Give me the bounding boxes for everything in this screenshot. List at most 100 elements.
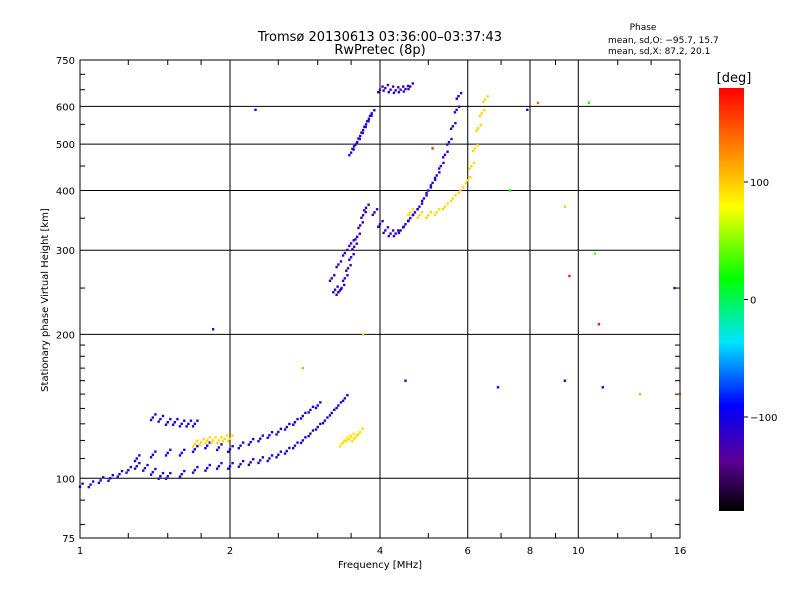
x-tick-label: 1 (77, 546, 83, 557)
data-point (382, 231, 385, 235)
data-point (355, 235, 359, 239)
y-tick-label: 200 (56, 330, 75, 341)
colorbar-ticks: 100 0 −100 (744, 178, 777, 424)
data-point (261, 434, 265, 437)
data-point (587, 101, 591, 105)
data-point (451, 125, 455, 128)
data-point (352, 437, 356, 440)
data-point (293, 444, 297, 447)
data-point (335, 406, 338, 410)
data-point (161, 414, 165, 418)
data-point (363, 125, 366, 129)
data-point (442, 161, 445, 165)
data-point (355, 140, 359, 144)
data-point (402, 225, 405, 228)
data-point (425, 216, 428, 219)
data-point (473, 147, 477, 150)
data-point (418, 214, 421, 217)
data-point (270, 431, 274, 434)
data-point (478, 114, 482, 118)
data-point (361, 427, 364, 431)
data-point (568, 274, 571, 278)
data-point (386, 83, 390, 87)
data-point (221, 440, 224, 443)
data-point (205, 439, 209, 442)
data-point (413, 211, 417, 214)
data-point (227, 440, 230, 443)
data-point (354, 143, 357, 146)
data-point (231, 444, 234, 448)
data-point (292, 446, 295, 450)
data-point (476, 144, 479, 147)
data-point (332, 291, 335, 294)
data-point (328, 279, 332, 283)
data-point (338, 289, 342, 292)
phase-x-mode: mean, sd,X: 87.2, 20.1 (608, 47, 710, 57)
data-point (173, 421, 177, 424)
data-point (341, 279, 345, 283)
data-point (196, 439, 199, 443)
data-point (171, 423, 175, 426)
data-point (375, 208, 379, 211)
data-point (299, 417, 303, 420)
data-point (143, 466, 147, 470)
data-point (133, 459, 137, 463)
data-point (425, 191, 428, 195)
data-point (368, 114, 372, 118)
data-point (447, 140, 451, 144)
data-point (397, 231, 401, 235)
data-point (378, 223, 382, 226)
data-point (199, 440, 203, 444)
data-point (358, 134, 362, 138)
data-point (275, 433, 278, 436)
data-point (337, 263, 340, 266)
data-point (316, 425, 319, 429)
data-point (102, 476, 105, 479)
data-point (387, 91, 391, 94)
data-point (208, 441, 211, 444)
data-point (198, 443, 201, 446)
data-point (361, 333, 365, 336)
data-point (479, 123, 483, 127)
data-point (364, 125, 367, 129)
data-point (166, 475, 169, 478)
data-point (220, 443, 223, 446)
data-point (352, 432, 355, 436)
data-point (343, 439, 347, 442)
data-point (348, 244, 351, 248)
data-point (394, 89, 397, 92)
data-point (151, 453, 155, 456)
data-point (220, 436, 223, 439)
data-point (346, 437, 350, 440)
data-point (402, 90, 405, 93)
data-point (135, 464, 138, 468)
data-point (193, 468, 197, 472)
data-point (373, 109, 376, 112)
data-point (461, 186, 465, 189)
data-point (486, 95, 489, 98)
data-point (109, 477, 112, 480)
data-point (364, 123, 368, 126)
data-point (333, 288, 337, 291)
data-point (275, 456, 278, 459)
data-point (314, 428, 318, 431)
data-point (365, 120, 369, 123)
data-point (367, 117, 371, 121)
data-point (386, 226, 390, 229)
data-point (211, 328, 215, 331)
data-point (601, 386, 605, 389)
data-point (361, 214, 365, 217)
y-tick-label: 500 (56, 140, 75, 151)
data-point (429, 184, 433, 187)
colorbar-tick-label: 100 (750, 178, 769, 189)
colorbar-tick-label: 0 (750, 296, 756, 307)
data-point (471, 149, 475, 153)
data-point (129, 465, 133, 469)
data-point (416, 216, 419, 219)
data-point (422, 197, 426, 200)
data-point (261, 456, 265, 459)
data-point (254, 108, 257, 112)
data-point (346, 267, 350, 270)
data-point (475, 129, 478, 132)
